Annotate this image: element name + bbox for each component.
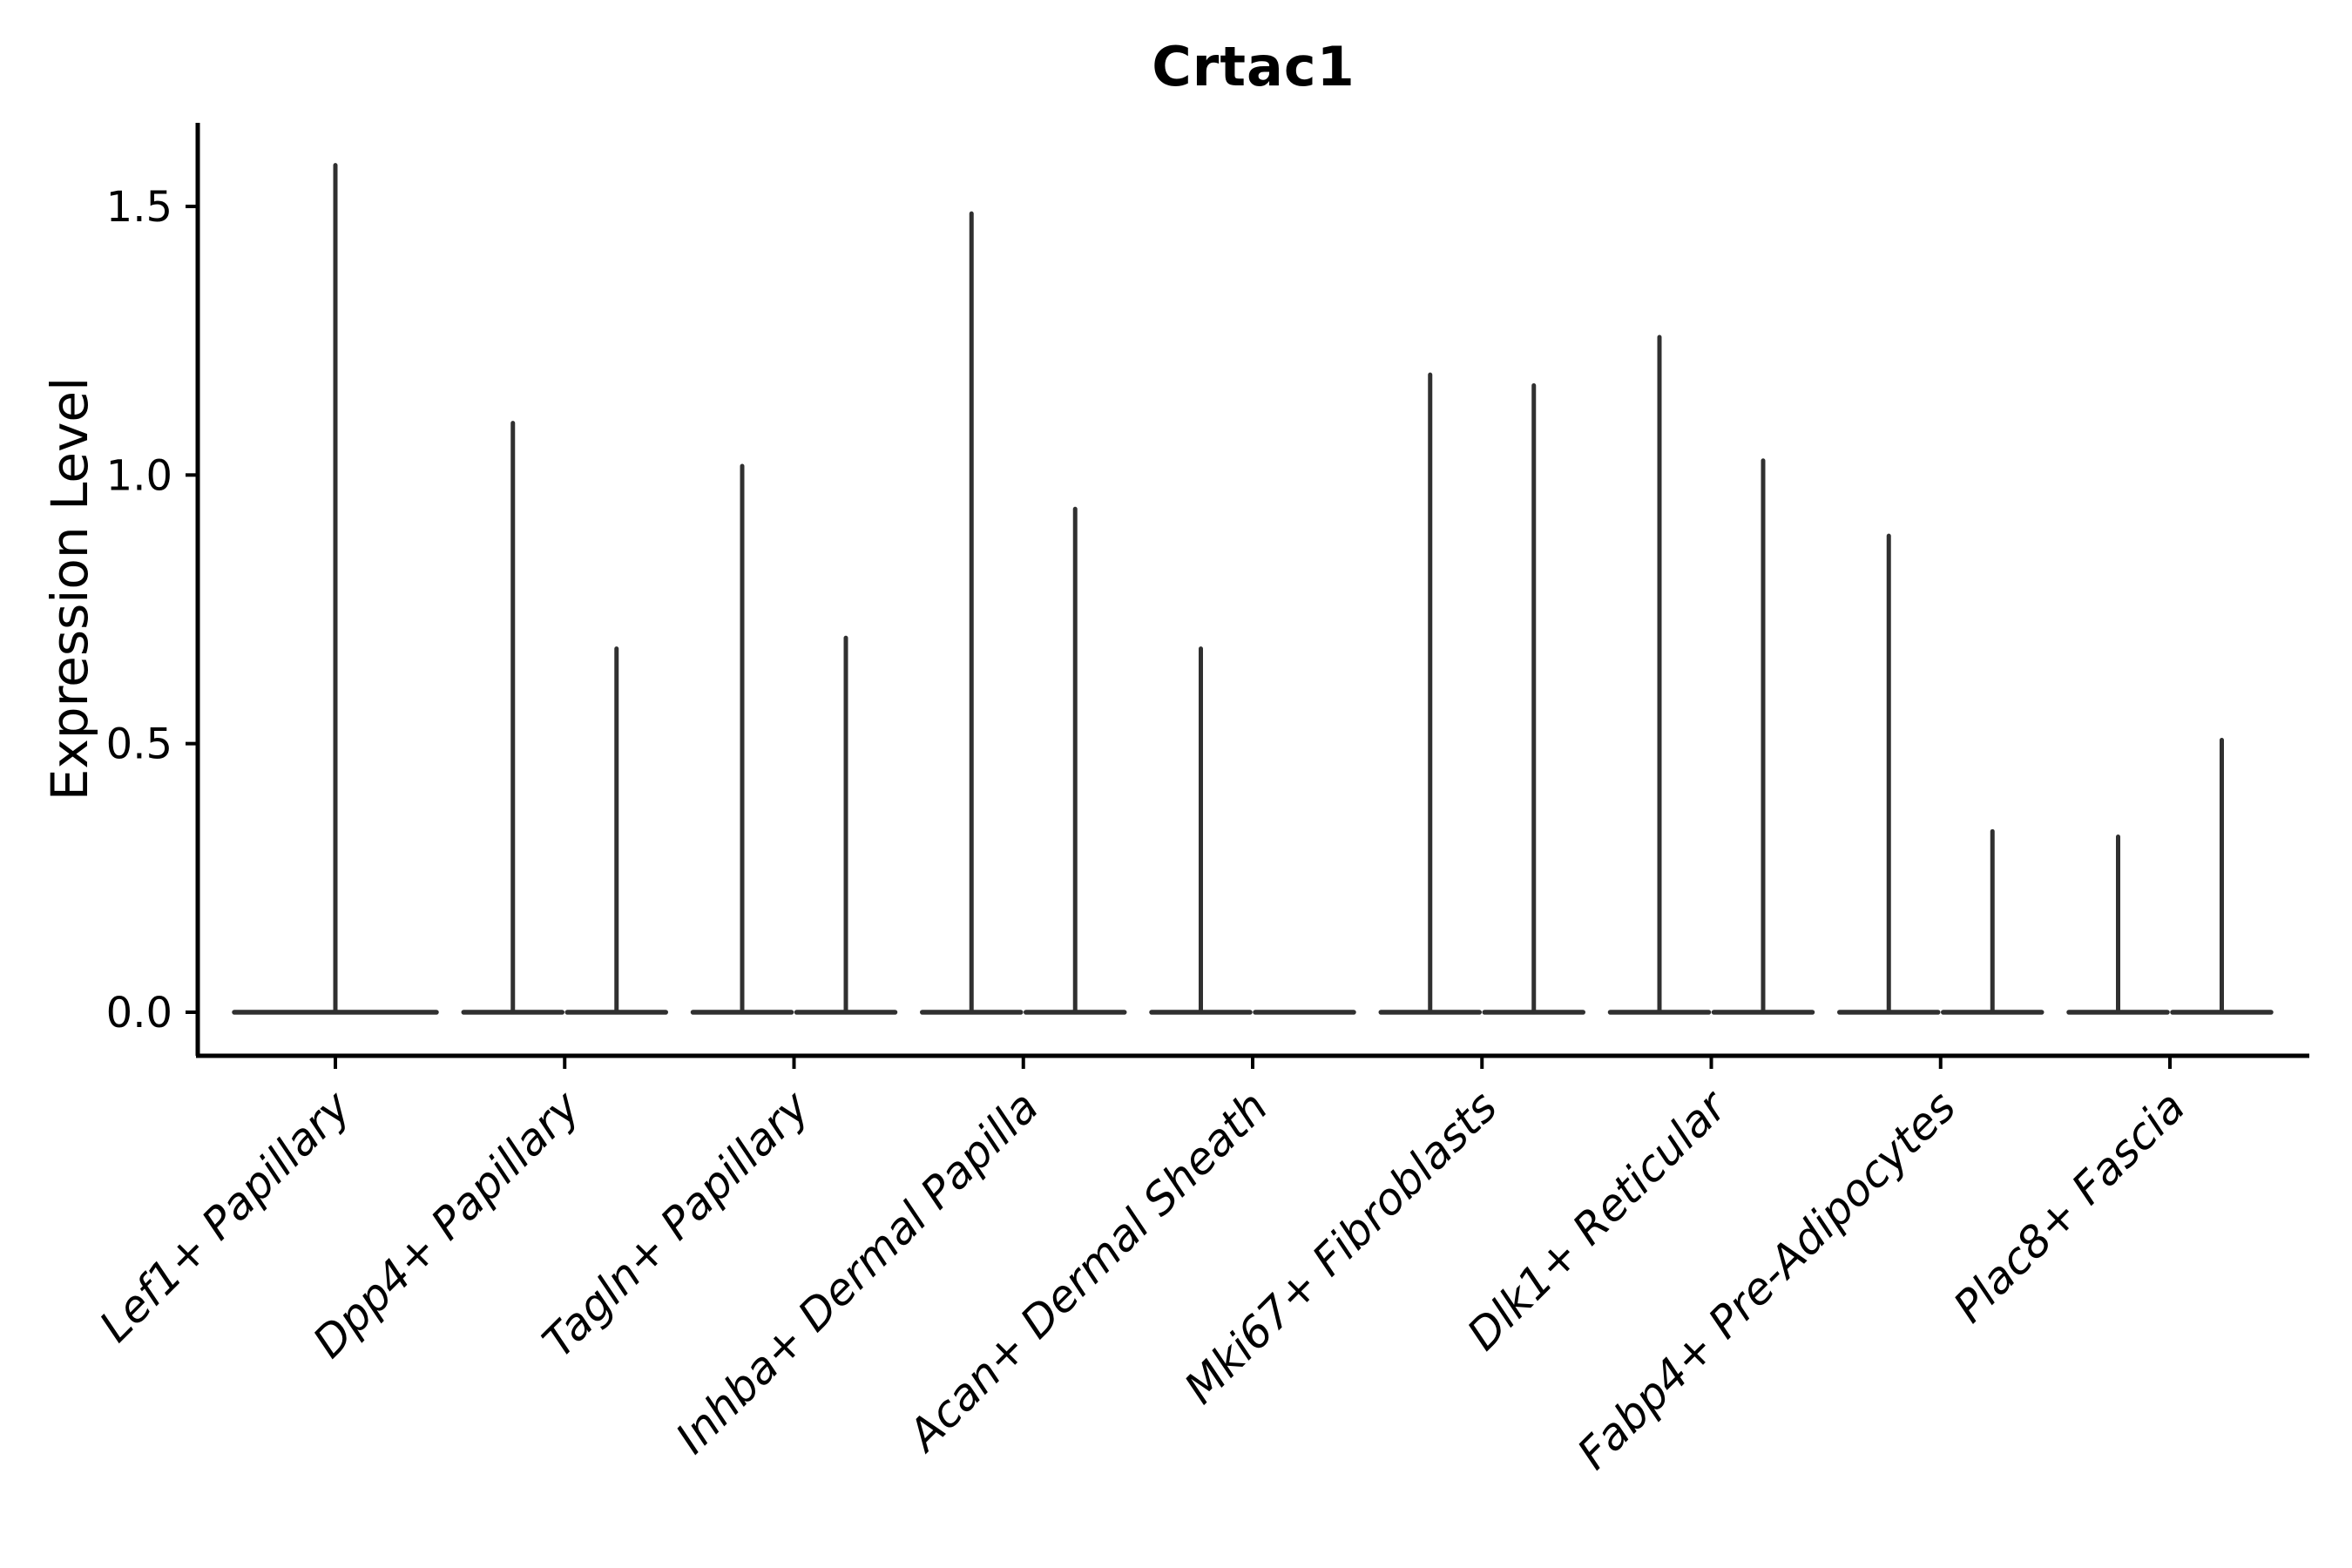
chart-title: Crtac1 [1152, 35, 1355, 98]
y-tick-label: 0.0 [106, 989, 172, 1037]
x-category-label: Acan+ Dermal Sheath [897, 1081, 1278, 1462]
x-category-label: Inhba+ Dermal Papilla [666, 1081, 1048, 1463]
x-category-label: Fabp4+ Pre-Adipocytes [1568, 1081, 1966, 1479]
y-tick-label: 1.5 [106, 183, 172, 232]
x-category-label: Lef1+ Papillary [90, 1080, 361, 1351]
y-tick-label: 1.0 [106, 451, 172, 500]
y-tick-label: 0.5 [106, 720, 172, 769]
x-category-label: Plac8+ Fascia [1944, 1081, 2195, 1332]
